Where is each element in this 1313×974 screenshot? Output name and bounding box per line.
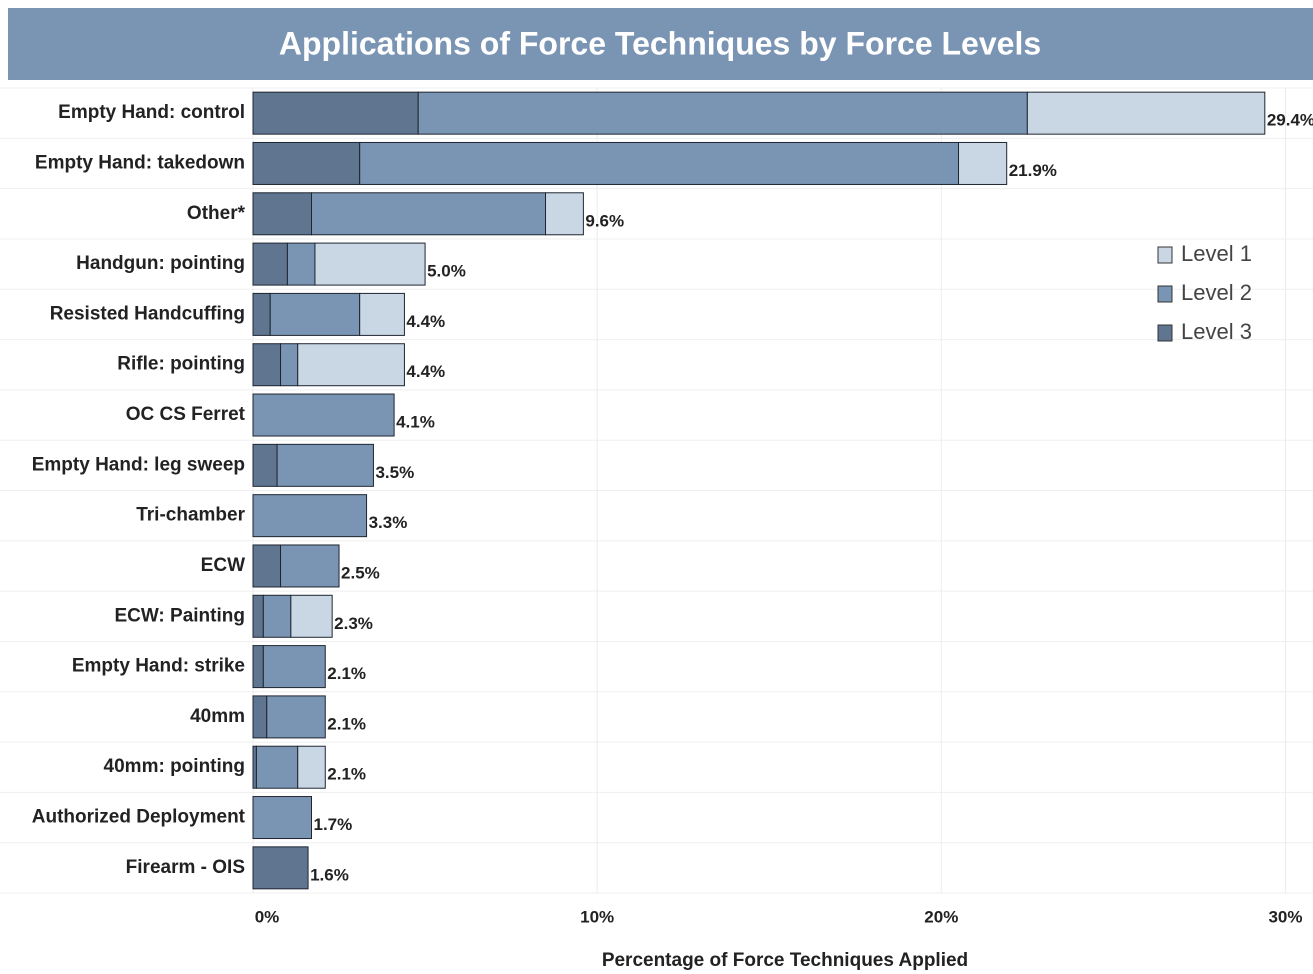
bar-segment — [252, 192, 313, 236]
bar-segment — [255, 745, 299, 789]
total-label: 2.1% — [327, 714, 366, 733]
bar-segment — [252, 292, 271, 336]
legend-label: Level 2 — [1181, 280, 1252, 305]
category-label: ECW: Painting — [114, 605, 245, 626]
x-tick-label: 10% — [580, 907, 614, 926]
bar-segment — [276, 443, 374, 487]
category-label: 40mm: pointing — [104, 756, 245, 777]
bar-segment — [252, 494, 368, 538]
bar-segment — [280, 544, 340, 588]
category-label: Empty Hand: strike — [72, 656, 245, 677]
bar-segment — [266, 695, 326, 739]
total-label: 2.1% — [327, 664, 366, 683]
category-label: ECW — [201, 555, 245, 576]
bar-segment — [252, 544, 282, 588]
bar-segment — [252, 343, 282, 387]
bar-segment — [252, 91, 419, 135]
category-label: Tri-chamber — [136, 505, 245, 526]
title-bar — [8, 8, 1313, 80]
category-label: Firearm - OIS — [126, 857, 245, 878]
bar-segment — [262, 645, 326, 689]
total-label: 1.6% — [310, 865, 349, 884]
bar-segment — [252, 141, 361, 185]
bar-segment — [359, 141, 960, 185]
category-label: Empty Hand: leg sweep — [32, 454, 245, 475]
total-label: 3.5% — [375, 463, 414, 482]
bar-segment — [545, 192, 584, 236]
bar-segment — [252, 695, 268, 739]
total-label: 4.1% — [396, 413, 435, 432]
bar-segment — [297, 745, 326, 789]
bar-segment — [269, 292, 361, 336]
category-label: Rifle: pointing — [117, 354, 245, 375]
bar-segment — [958, 141, 1008, 185]
legend-swatch — [1157, 246, 1173, 264]
category-label: 40mm — [190, 706, 245, 727]
x-tick-label: 30% — [1268, 907, 1302, 926]
legend-swatch — [1157, 324, 1173, 342]
bar-segment — [311, 192, 547, 236]
total-label: 2.3% — [334, 614, 373, 633]
bar-segment — [252, 242, 288, 286]
total-label: 1.7% — [314, 815, 353, 834]
category-label: Resisted Handcuffing — [50, 303, 245, 324]
bar-segment — [1026, 91, 1266, 135]
legend-label: Level 1 — [1181, 241, 1252, 266]
total-label: 9.6% — [585, 211, 624, 230]
total-label: 3.3% — [369, 513, 408, 532]
bar-segment — [280, 343, 299, 387]
category-label: Authorized Deployment — [32, 807, 246, 828]
bar-segment — [290, 594, 333, 638]
x-tick-label: 0% — [255, 907, 280, 926]
bar-segment — [297, 343, 405, 387]
total-label: 21.9% — [1009, 161, 1057, 180]
bar-segment — [252, 745, 257, 789]
bar-segment — [286, 242, 316, 286]
category-label: Empty Hand: control — [58, 102, 245, 123]
total-label: 4.4% — [406, 362, 445, 381]
bar-segment — [252, 645, 264, 689]
bar-segment — [252, 846, 309, 890]
total-label: 2.5% — [341, 563, 380, 582]
legend-label: Level 3 — [1181, 319, 1252, 344]
legend-swatch — [1157, 285, 1173, 303]
category-label: OC CS Ferret — [126, 404, 246, 425]
bar-segment — [359, 292, 405, 336]
total-label: 5.0% — [427, 262, 466, 281]
bar-segment — [262, 594, 292, 638]
total-label: 4.4% — [406, 312, 445, 331]
total-label: 29.4% — [1267, 111, 1313, 130]
chart-title: Applications of Force Techniques by Forc… — [279, 25, 1041, 61]
bar-segment — [314, 242, 426, 286]
category-label: Handgun: pointing — [76, 253, 245, 274]
bar-segment — [252, 443, 278, 487]
x-tick-label: 20% — [924, 907, 958, 926]
total-label: 2.1% — [327, 765, 366, 784]
x-axis-label: Percentage of Force Techniques Applied — [602, 950, 968, 971]
category-label: Empty Hand: takedown — [35, 152, 245, 173]
bar-segment — [252, 594, 264, 638]
category-label: Other* — [187, 203, 246, 224]
bar-segment — [252, 796, 313, 840]
bar-segment — [252, 393, 395, 437]
bar-segment — [417, 91, 1028, 135]
